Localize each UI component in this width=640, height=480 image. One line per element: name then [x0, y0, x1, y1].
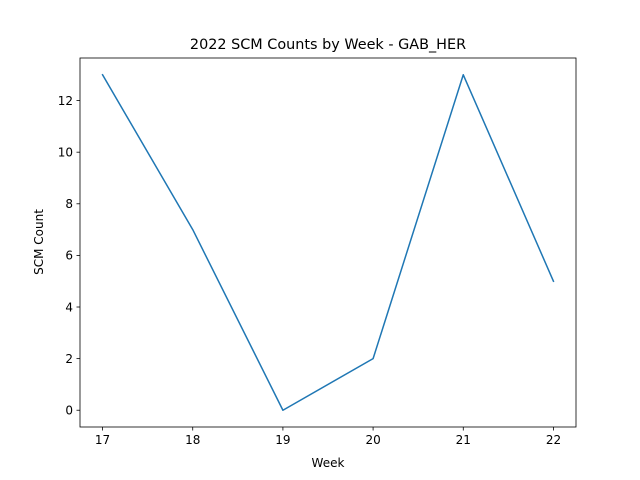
y-tick-label-0: 0 [65, 404, 73, 418]
plot-area: 17 18 19 20 21 22 0 2 4 6 8 10 12 [58, 57, 577, 447]
y-tick-label-4: 4 [65, 300, 73, 314]
y-tick-label-8: 8 [65, 197, 73, 211]
x-axis-label: Week [312, 456, 345, 470]
y-axis-label: SCM Count [32, 209, 46, 275]
y-tick-label-2: 2 [65, 352, 73, 366]
x-tick-label-22: 22 [546, 433, 561, 447]
chart-title: 2022 SCM Counts by Week - GAB_HER [190, 37, 466, 53]
y-tick-label-6: 6 [65, 249, 73, 263]
x-tick-label-19: 19 [275, 433, 290, 447]
y-tick-label-12: 12 [58, 94, 73, 108]
y-tick-label-10: 10 [58, 145, 73, 159]
series-line-1 [101, 73, 555, 411]
plot-frame [79, 57, 577, 428]
x-tick-label-18: 18 [185, 433, 200, 447]
x-tick-label-17: 17 [95, 433, 110, 447]
x-tick-label-21: 21 [456, 433, 471, 447]
x-tick-label-20: 20 [365, 433, 380, 447]
